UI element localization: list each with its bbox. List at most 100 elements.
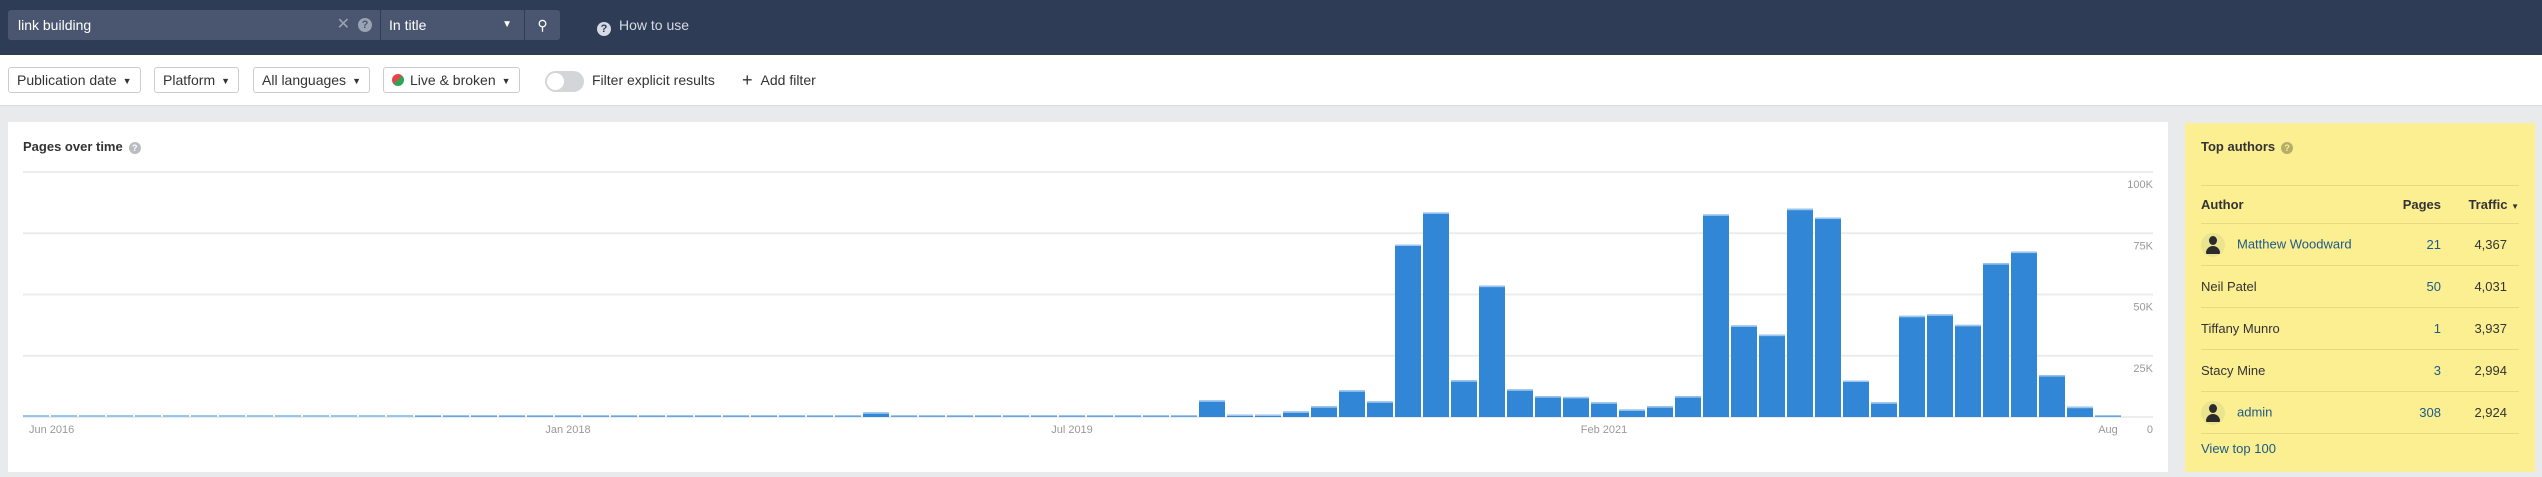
table-row: admin 308 2,924 bbox=[2201, 391, 2519, 434]
top-authors-table: Author Pages Traffic ▼ Matthew Woodward 2… bbox=[2201, 185, 2519, 434]
platform-filter[interactable]: Platform ▼ bbox=[154, 67, 240, 93]
bar-cap bbox=[583, 415, 609, 417]
traffic-cell: 2,924 bbox=[2455, 391, 2519, 434]
bar-cap bbox=[947, 415, 973, 417]
author-name[interactable]: admin bbox=[2237, 403, 2273, 419]
bar[interactable] bbox=[1451, 380, 1477, 417]
bar-cap bbox=[303, 415, 329, 417]
traffic-cell: 4,367 bbox=[2455, 223, 2519, 266]
bar-cap bbox=[1927, 314, 1953, 316]
bar-cap bbox=[1703, 214, 1729, 216]
bar[interactable] bbox=[1843, 380, 1869, 417]
bar-cap bbox=[1087, 415, 1113, 417]
question-icon[interactable]: ? bbox=[358, 18, 372, 32]
bar[interactable] bbox=[1395, 244, 1421, 417]
bar[interactable] bbox=[1619, 409, 1645, 417]
pages-column-header[interactable]: Pages bbox=[2389, 185, 2455, 224]
traffic-column-header[interactable]: Traffic ▼ bbox=[2455, 185, 2519, 224]
bar[interactable] bbox=[1871, 402, 1897, 417]
bar[interactable] bbox=[1563, 396, 1589, 417]
pages-cell[interactable]: 3 bbox=[2389, 349, 2455, 392]
table-row: Matthew Woodward 21 4,367 bbox=[2201, 223, 2519, 266]
bar[interactable] bbox=[1983, 263, 2009, 417]
pages-cell[interactable]: 308 bbox=[2389, 391, 2455, 434]
bar[interactable] bbox=[1787, 208, 1813, 417]
bar-cap bbox=[1619, 409, 1645, 411]
traffic-cell: 2,994 bbox=[2455, 349, 2519, 392]
bar[interactable] bbox=[1283, 411, 1309, 417]
bar[interactable] bbox=[863, 412, 889, 417]
publication-date-filter[interactable]: Publication date ▼ bbox=[8, 67, 141, 93]
bar[interactable] bbox=[1647, 406, 1673, 417]
bar-cap bbox=[835, 415, 861, 417]
bar-cap bbox=[723, 415, 749, 417]
bar[interactable] bbox=[1899, 315, 1925, 417]
bar[interactable] bbox=[1703, 214, 1729, 417]
bar[interactable] bbox=[1591, 402, 1617, 417]
bar[interactable] bbox=[1927, 314, 1953, 417]
bar[interactable] bbox=[1199, 400, 1225, 417]
bar[interactable] bbox=[2011, 251, 2037, 417]
bar-cap bbox=[1535, 396, 1561, 398]
y-tick-label: 100K bbox=[2127, 179, 2153, 191]
avatar-icon bbox=[2201, 400, 2225, 425]
filter-explicit-toggle[interactable] bbox=[545, 71, 584, 92]
bar-cap bbox=[807, 415, 833, 417]
chevron-down-icon: ▼ bbox=[352, 76, 361, 86]
view-top-100-link[interactable]: View top 100 bbox=[2201, 441, 2276, 456]
pages-cell[interactable]: 50 bbox=[2389, 265, 2455, 308]
pages-over-time-chart: 0 25K 50K 75K 100K Jun 2016 Jan 2018 Jul 2019 Fe… bbox=[23, 171, 2154, 436]
live-broken-filter[interactable]: Live & broken ▼ bbox=[383, 67, 520, 93]
bar[interactable] bbox=[1535, 396, 1561, 417]
bar-cap bbox=[359, 415, 385, 417]
add-filter-label: Add filter bbox=[760, 72, 816, 88]
bar[interactable] bbox=[1423, 212, 1449, 417]
bar[interactable] bbox=[1815, 217, 1841, 417]
caret-down-icon: ▼ bbox=[2511, 202, 2519, 211]
chart-title-text: Pages over time bbox=[23, 139, 123, 154]
author-name: Stacy Mine bbox=[2201, 363, 2266, 378]
filter-label: All languages bbox=[262, 72, 347, 88]
bar[interactable] bbox=[1339, 390, 1365, 417]
traffic-cell: 4,031 bbox=[2455, 265, 2519, 308]
question-icon[interactable]: ? bbox=[2281, 142, 2294, 154]
pages-cell[interactable]: 21 bbox=[2389, 223, 2455, 266]
bar[interactable] bbox=[1507, 389, 1533, 417]
bar[interactable] bbox=[1955, 324, 1981, 417]
search-input[interactable]: link building ✕ ? bbox=[8, 10, 380, 40]
bar[interactable] bbox=[2067, 406, 2093, 417]
pages-cell[interactable]: 1 bbox=[2389, 307, 2455, 350]
bar[interactable] bbox=[1731, 325, 1757, 417]
question-icon[interactable]: ? bbox=[128, 142, 141, 154]
bar-cap bbox=[891, 415, 917, 417]
bar-cap bbox=[919, 415, 945, 417]
languages-filter[interactable]: All languages ▼ bbox=[253, 67, 370, 93]
bar-cap bbox=[1171, 415, 1197, 417]
bar-cap bbox=[1871, 402, 1897, 404]
how-to-use-link[interactable]: ? How to use bbox=[597, 10, 689, 40]
search-button[interactable]: ⚲ bbox=[525, 10, 560, 40]
bar[interactable] bbox=[1367, 401, 1393, 417]
add-filter-button[interactable]: + Add filter bbox=[742, 67, 816, 93]
bar-cap bbox=[443, 415, 469, 417]
bar[interactable] bbox=[1479, 285, 1505, 417]
table-row: Stacy Mine 3 2,994 bbox=[2201, 349, 2519, 392]
author-cell: admin bbox=[2201, 391, 2390, 434]
bar-cap bbox=[1423, 212, 1449, 214]
bar[interactable] bbox=[2039, 375, 2065, 417]
bar[interactable] bbox=[1759, 334, 1785, 417]
bar-cap bbox=[499, 415, 525, 417]
bar-cap bbox=[1311, 406, 1337, 408]
bar[interactable] bbox=[1311, 406, 1337, 417]
bar-cap bbox=[1759, 334, 1785, 337]
close-icon[interactable]: ✕ bbox=[336, 16, 350, 33]
bar[interactable] bbox=[1675, 396, 1701, 417]
bar-cap bbox=[1843, 380, 1869, 382]
bar-cap bbox=[415, 415, 441, 417]
y-tick-label: 75K bbox=[2133, 240, 2153, 252]
author-name[interactable]: Matthew Woodward bbox=[2237, 235, 2352, 251]
panel-title-text: Top authors bbox=[2201, 139, 2276, 154]
bar-cap bbox=[191, 415, 217, 417]
search-mode-dropdown[interactable]: In title ▼ bbox=[381, 10, 524, 40]
chevron-down-icon: ▼ bbox=[122, 76, 132, 86]
